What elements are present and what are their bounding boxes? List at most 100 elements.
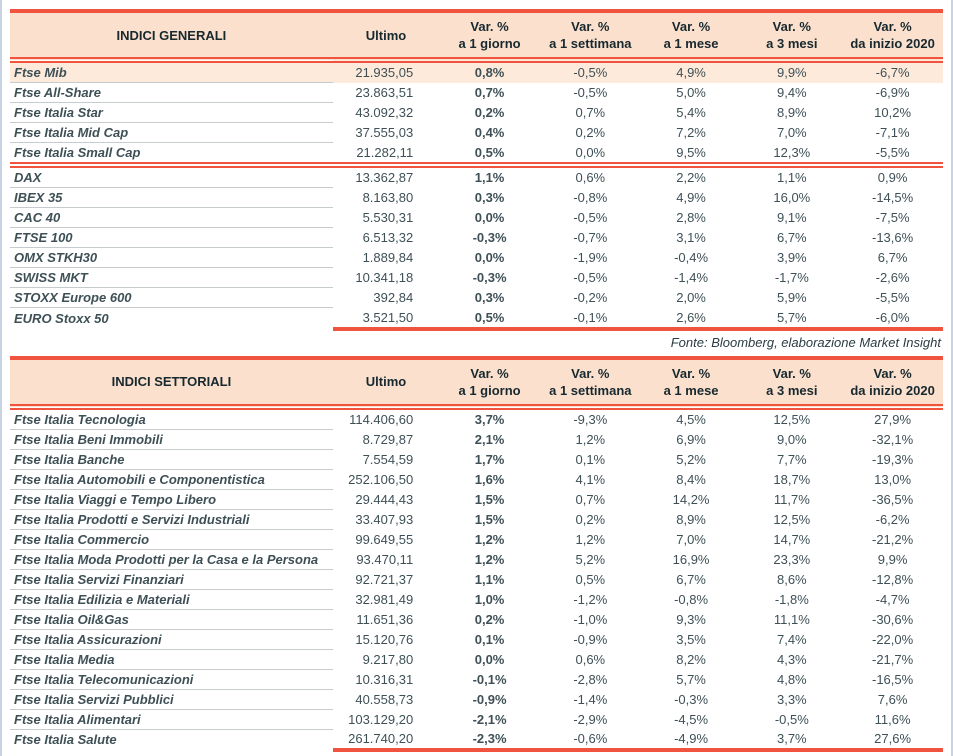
index-name-cell: Ftse Italia Banche bbox=[10, 449, 333, 470]
value-cell-ultimo: 10.341,18 bbox=[355, 270, 414, 285]
column-header-line2: a 1 mese bbox=[663, 36, 719, 51]
indici-settoriali-table: INDICI SETTORIALI Ultimo Var. % a 1 gior… bbox=[10, 355, 943, 752]
value-cell-w1: -0,6% bbox=[539, 729, 641, 752]
column-header-line2: a 3 mesi bbox=[766, 382, 818, 398]
value-cell-m1: -0,4% bbox=[674, 250, 709, 265]
value-cell-ultimo: 32.981,49 bbox=[355, 591, 414, 607]
table-row: DAX 13.362,87 1,1% 0,6% 2,2% 1,1% 0,9% bbox=[10, 162, 943, 188]
index-name-cell: Ftse Italia Tecnologia bbox=[10, 406, 333, 430]
value-cell-m1: 9,5% bbox=[676, 144, 706, 160]
value-cell-m1: 4,5% bbox=[676, 411, 706, 427]
value-cell-d1: 1,5% bbox=[474, 491, 505, 507]
value-cell-ultimo: 103.129,20 bbox=[348, 711, 414, 727]
column-header-line1: Var. % bbox=[873, 365, 912, 381]
table-row: Ftse Italia Alimentari 103.129,20 -2,1% -2,… bbox=[10, 709, 943, 730]
value-cell-m3: 5,7% bbox=[741, 307, 843, 331]
value-cell-m3: 23,3% bbox=[773, 551, 811, 567]
index-name-cell: IBEX 35 bbox=[10, 187, 333, 208]
table-title: INDICI GENERALI bbox=[10, 9, 333, 63]
value-cell-d1: 1,2% bbox=[474, 531, 505, 547]
column-header-line1: Var. % bbox=[873, 19, 912, 34]
table-row: Ftse Italia Assicurazioni 15.120,76 0,1% -0… bbox=[10, 629, 943, 650]
value-cell-m3: 3,7% bbox=[741, 729, 843, 752]
value-cell-w1: -2,9% bbox=[573, 711, 608, 727]
value-cell-ultimo: 392,84 bbox=[373, 290, 414, 305]
table-row: Ftse Italia Banche 7.554,59 1,7% 0,1% 5,2% 7,… bbox=[10, 449, 943, 470]
value-cell-m3: 3,9% bbox=[776, 250, 807, 265]
value-cell-d1: 0,5% bbox=[439, 307, 540, 331]
value-cell-m1: 3,5% bbox=[676, 631, 706, 647]
value-cell-m1: 8,9% bbox=[676, 511, 706, 527]
table-row: SWISS MKT 10.341,18 -0,3% -0,5% -1,4% -1,7% -2… bbox=[10, 267, 943, 288]
value-cell-w1: 5,2% bbox=[575, 551, 606, 567]
value-cell-w1: -1,4% bbox=[573, 691, 608, 707]
value-cell-d1: 0,0% bbox=[474, 250, 505, 265]
value-cell-d1: 1,0% bbox=[474, 591, 505, 607]
value-cell-ultimo: 23.863,51 bbox=[355, 85, 414, 100]
value-cell-ytd: -5,5% bbox=[875, 144, 910, 160]
value-cell-w1: -2,8% bbox=[573, 671, 608, 687]
index-name-cell: FTSE 100 bbox=[10, 227, 333, 248]
value-cell-ultimo: 99.649,55 bbox=[355, 531, 414, 547]
table-row: Ftse Italia Mid Cap 37.555,03 0,4% 0,2% 7,2%… bbox=[10, 122, 943, 143]
value-cell-d1: -0,3% bbox=[472, 230, 507, 245]
value-cell-ultimo: 114.406,60 bbox=[349, 411, 414, 427]
value-cell-ytd: 6,7% bbox=[877, 250, 908, 265]
value-cell-w1: 0,7% bbox=[575, 105, 606, 120]
value-cell-m3: 8,6% bbox=[776, 571, 807, 587]
value-cell-m3: 5,9% bbox=[776, 290, 807, 305]
value-cell-d1: 0,0% bbox=[474, 651, 505, 667]
value-cell-m3: 18,7% bbox=[773, 471, 811, 487]
value-cell-m1: 5,7% bbox=[676, 671, 706, 687]
index-name-cell: STOXX Europe 600 bbox=[10, 287, 333, 308]
index-name-cell: Ftse Italia Servizi Pubblici bbox=[10, 689, 333, 710]
value-cell-ytd: -30,6% bbox=[871, 611, 914, 627]
value-cell-m3: 11,7% bbox=[773, 491, 810, 507]
value-cell-ultimo: 11.651,36 bbox=[356, 611, 414, 627]
table-row: Ftse Italia Beni Immobili 8.729,87 2,1% 1,2… bbox=[10, 429, 943, 450]
value-cell-w1: 1,2% bbox=[575, 431, 606, 447]
value-cell-m3: -1,8% bbox=[774, 591, 809, 607]
value-cell-ultimo: 29.444,43 bbox=[355, 491, 414, 507]
value-cell-m1: 2,6% bbox=[640, 307, 742, 331]
value-cell-d1: 1,6% bbox=[474, 471, 505, 487]
value-cell-ultimo: 261.740,20 bbox=[332, 729, 440, 752]
table-row: Ftse Italia Commercio 99.649,55 1,2% 1,2% 7,… bbox=[10, 529, 943, 550]
value-cell-w1: -0,2% bbox=[573, 290, 608, 305]
column-header-var-1-mese: Var. % a 1 mese bbox=[640, 355, 742, 410]
value-cell-ultimo: 252.106,50 bbox=[348, 471, 414, 487]
table-row: Ftse Italia Oil&Gas 11.651,36 0,2% -1,0% 9,3… bbox=[10, 609, 943, 630]
indici-generali-section: INDICI GENERALI Ultimo Var. % a 1 giorno… bbox=[10, 9, 943, 356]
value-cell-ytd: -4,7% bbox=[875, 591, 910, 607]
index-name-cell: Ftse Italia Salute bbox=[14, 732, 117, 748]
value-cell-w1: 0,2% bbox=[575, 125, 606, 140]
index-name-cell: DAX bbox=[10, 162, 333, 188]
index-name-cell: Ftse Italia Edilizia e Materiali bbox=[10, 589, 333, 610]
table-row: Ftse All-Share 23.863,51 0,7% -0,5% 5,0% 9,4%… bbox=[10, 82, 943, 103]
value-cell-w1: 0,6% bbox=[539, 162, 641, 188]
value-cell-ultimo: 1.889,84 bbox=[362, 250, 414, 265]
value-cell-ytd: -6,9% bbox=[875, 85, 910, 100]
value-cell-ultimo: 5.530,31 bbox=[362, 210, 414, 225]
column-header-line1: Var. % bbox=[470, 365, 509, 381]
value-cell-m1: 6,7% bbox=[676, 571, 706, 587]
value-cell-ytd: -14,5% bbox=[871, 190, 914, 205]
value-cell-m1: 4,9% bbox=[676, 190, 706, 205]
value-cell-m3: 12,5% bbox=[773, 511, 811, 527]
column-header-line1: Var. % bbox=[571, 19, 610, 34]
value-cell-m1: 4,9% bbox=[640, 60, 742, 83]
column-header-line1: Var. % bbox=[772, 365, 811, 381]
index-name-cell: Ftse Italia Star bbox=[10, 102, 333, 123]
value-cell-w1: 0,1% bbox=[575, 451, 606, 467]
value-cell-w1: -1,2% bbox=[573, 591, 608, 607]
table-row: Ftse Italia Viaggi e Tempo Libero 29.444,… bbox=[10, 489, 943, 510]
value-cell-m1: 7,0% bbox=[676, 531, 706, 547]
index-name-cell: Ftse Italia Servizi Finanziari bbox=[10, 569, 333, 590]
column-header-line2: a 1 giorno bbox=[458, 36, 521, 51]
value-cell-ultimo: 15.120,76 bbox=[355, 631, 414, 647]
value-cell-m1: 2,0% bbox=[676, 290, 706, 305]
column-header-var-1-settimana: Var. % a 1 settimana bbox=[539, 9, 641, 63]
column-header-var-inizio-2020: Var. % da inizio 2020 bbox=[842, 9, 943, 63]
value-cell-m3: 4,8% bbox=[776, 671, 807, 687]
value-cell-ultimo: 21.935,05 bbox=[332, 60, 440, 83]
